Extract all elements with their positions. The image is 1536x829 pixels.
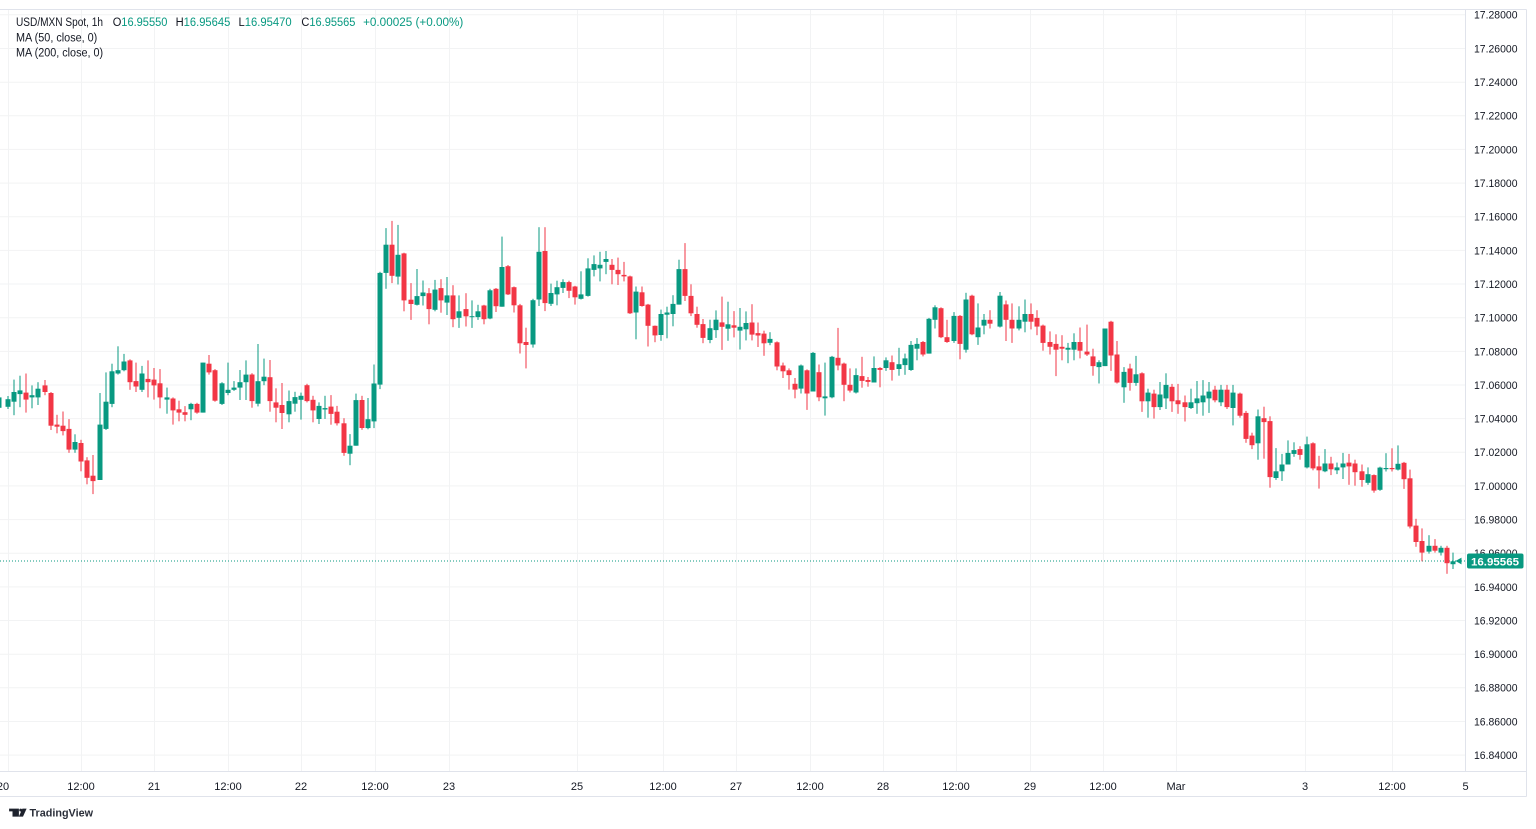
svg-text:C16.95565: C16.95565 bbox=[301, 17, 355, 29]
svg-text:O16.95550: O16.95550 bbox=[113, 17, 168, 29]
svg-text:17.14000: 17.14000 bbox=[1474, 245, 1518, 257]
svg-text:17.00000: 17.00000 bbox=[1474, 481, 1518, 493]
svg-text:17.24000: 17.24000 bbox=[1474, 77, 1518, 89]
svg-text:12:00: 12:00 bbox=[796, 781, 824, 793]
svg-text:17.12000: 17.12000 bbox=[1474, 279, 1518, 291]
svg-text:16.90000: 16.90000 bbox=[1474, 649, 1518, 661]
svg-text:23: 23 bbox=[443, 781, 455, 793]
svg-text:17.18000: 17.18000 bbox=[1474, 178, 1518, 190]
svg-text:25: 25 bbox=[571, 781, 583, 793]
svg-text:3: 3 bbox=[1302, 781, 1308, 793]
svg-text:17.22000: 17.22000 bbox=[1474, 111, 1518, 123]
svg-text:22: 22 bbox=[295, 781, 307, 793]
svg-text:16.95565: 16.95565 bbox=[1471, 556, 1519, 568]
svg-text:5: 5 bbox=[1462, 781, 1468, 793]
svg-text:20: 20 bbox=[0, 781, 9, 793]
svg-text:29: 29 bbox=[1024, 781, 1036, 793]
svg-text:21: 21 bbox=[148, 781, 160, 793]
svg-text:12:00: 12:00 bbox=[1378, 781, 1406, 793]
svg-text:Mar: Mar bbox=[1167, 781, 1186, 793]
svg-text:H16.95645: H16.95645 bbox=[176, 17, 231, 29]
svg-text:L16.95470: L16.95470 bbox=[239, 17, 292, 29]
svg-text:17.08000: 17.08000 bbox=[1474, 346, 1518, 358]
svg-text:12:00: 12:00 bbox=[67, 781, 95, 793]
svg-text:12:00: 12:00 bbox=[649, 781, 677, 793]
svg-text:12:00: 12:00 bbox=[1089, 781, 1117, 793]
svg-text:17.26000: 17.26000 bbox=[1474, 43, 1518, 55]
svg-text:12:00: 12:00 bbox=[942, 781, 970, 793]
svg-text:16.98000: 16.98000 bbox=[1474, 515, 1518, 527]
svg-text:MA (50, close, 0): MA (50, close, 0) bbox=[16, 33, 97, 45]
svg-text:12:00: 12:00 bbox=[361, 781, 389, 793]
svg-text:16.94000: 16.94000 bbox=[1474, 582, 1518, 594]
svg-text:16.86000: 16.86000 bbox=[1474, 716, 1518, 728]
svg-text:17.28000: 17.28000 bbox=[1474, 10, 1518, 22]
svg-text:17.04000: 17.04000 bbox=[1474, 414, 1518, 426]
svg-text:16.88000: 16.88000 bbox=[1474, 683, 1518, 695]
svg-text:USD/MXN Spot, 1h: USD/MXN Spot, 1h bbox=[16, 17, 103, 29]
svg-text:MA (200, close, 0): MA (200, close, 0) bbox=[16, 48, 103, 60]
svg-text:16.92000: 16.92000 bbox=[1474, 615, 1518, 627]
svg-text:+0.00025 (+0.00%): +0.00025 (+0.00%) bbox=[363, 17, 463, 29]
svg-text:12:00: 12:00 bbox=[214, 781, 242, 793]
svg-text:27: 27 bbox=[730, 781, 742, 793]
svg-text:17.02000: 17.02000 bbox=[1474, 447, 1518, 459]
svg-text:TradingView: TradingView bbox=[30, 807, 94, 819]
svg-text:16.84000: 16.84000 bbox=[1474, 750, 1518, 762]
svg-text:17.16000: 17.16000 bbox=[1474, 212, 1518, 224]
svg-text:17.20000: 17.20000 bbox=[1474, 144, 1518, 156]
svg-text:17.10000: 17.10000 bbox=[1474, 313, 1518, 325]
svg-text:17.06000: 17.06000 bbox=[1474, 380, 1518, 392]
svg-text:28: 28 bbox=[877, 781, 889, 793]
